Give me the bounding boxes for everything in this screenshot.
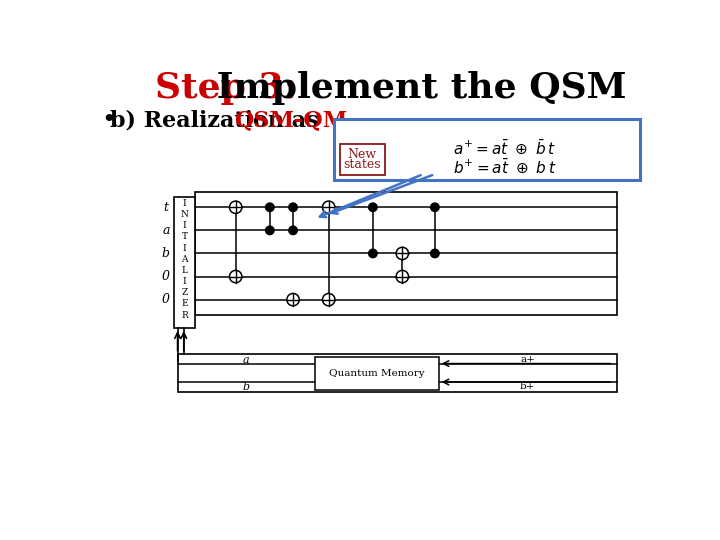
Text: b: b — [243, 382, 250, 392]
Text: A: A — [181, 255, 188, 264]
Text: I: I — [183, 221, 186, 230]
Text: QSM-QM: QSM-QM — [234, 109, 347, 131]
Text: New: New — [348, 147, 377, 160]
Text: I: I — [183, 244, 186, 253]
Circle shape — [266, 226, 274, 234]
Text: $a^{+} = a\bar{t}\ \oplus\ \bar{b}\,t$: $a^{+} = a\bar{t}\ \oplus\ \bar{b}\,t$ — [454, 139, 556, 157]
Circle shape — [431, 249, 439, 258]
Text: R: R — [181, 310, 188, 320]
FancyBboxPatch shape — [178, 354, 617, 392]
FancyBboxPatch shape — [195, 192, 617, 315]
Circle shape — [369, 249, 377, 258]
Circle shape — [369, 203, 377, 212]
Text: a+: a+ — [521, 355, 535, 364]
Text: 0: 0 — [162, 293, 170, 306]
Circle shape — [396, 271, 408, 283]
Circle shape — [289, 226, 297, 234]
FancyBboxPatch shape — [315, 357, 438, 390]
Circle shape — [289, 203, 297, 212]
FancyBboxPatch shape — [174, 197, 195, 328]
Text: a: a — [243, 355, 249, 365]
Text: I: I — [183, 199, 186, 208]
Circle shape — [230, 271, 242, 283]
Text: Implement the QSM: Implement the QSM — [204, 71, 627, 105]
Text: Quantum Memory: Quantum Memory — [329, 369, 425, 378]
Text: b: b — [162, 247, 170, 260]
Text: Step 3:: Step 3: — [155, 71, 297, 105]
Text: $b^{+} = a\bar{t}\ \oplus\ b\,t$: $b^{+} = a\bar{t}\ \oplus\ b\,t$ — [453, 157, 557, 176]
Text: t: t — [163, 201, 168, 214]
Text: states: states — [343, 158, 381, 171]
Circle shape — [287, 293, 300, 306]
Text: a: a — [162, 224, 170, 237]
Text: 0: 0 — [162, 270, 170, 283]
Circle shape — [266, 203, 274, 212]
FancyBboxPatch shape — [340, 144, 384, 175]
Text: T: T — [181, 232, 187, 241]
Circle shape — [396, 247, 408, 260]
Text: L: L — [181, 266, 187, 275]
Text: N: N — [181, 210, 189, 219]
Text: Z: Z — [181, 288, 188, 297]
Circle shape — [431, 203, 439, 212]
Text: b+: b+ — [520, 382, 536, 391]
Circle shape — [323, 201, 335, 213]
Text: b) Realization as: b) Realization as — [110, 109, 327, 131]
Circle shape — [230, 201, 242, 213]
Text: •: • — [101, 109, 116, 132]
Text: I: I — [183, 277, 186, 286]
Text: E: E — [181, 299, 188, 308]
Circle shape — [323, 293, 335, 306]
FancyBboxPatch shape — [334, 119, 640, 180]
